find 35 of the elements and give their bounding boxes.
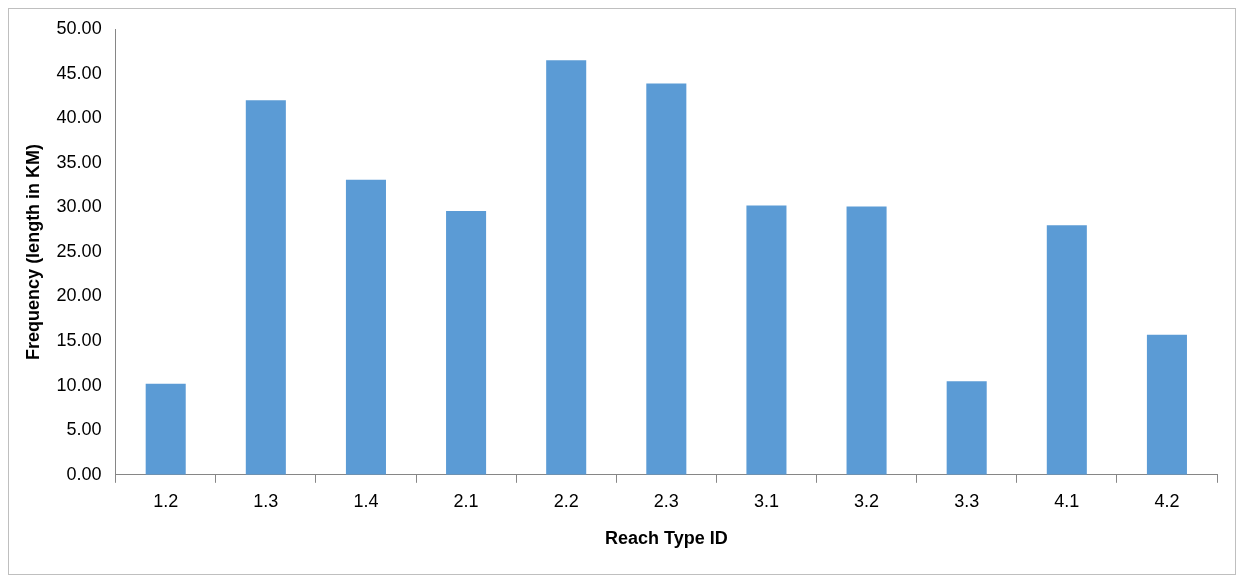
bar (245, 100, 286, 475)
bar (1046, 225, 1087, 475)
bar (345, 179, 386, 475)
x-tick-label: 2.3 (653, 490, 679, 511)
bar (145, 383, 186, 475)
bar (1146, 334, 1187, 475)
x-tick-label: 3.3 (954, 490, 980, 511)
x-tick-label: 4.1 (1054, 490, 1080, 511)
y-tick-label: 30.00 (56, 196, 102, 217)
y-tick-label: 20.00 (56, 285, 102, 306)
x-tick-label: 3.1 (753, 490, 779, 511)
y-tick-label: 40.00 (56, 107, 102, 128)
y-tick-label: 5.00 (66, 419, 102, 440)
x-tick-label: 4.2 (1154, 490, 1180, 511)
y-tick-label: 45.00 (56, 62, 102, 83)
x-tick-label: 1.2 (153, 490, 179, 511)
y-tick-label: 25.00 (56, 240, 102, 261)
bar (546, 60, 587, 475)
y-tick-label: 15.00 (56, 330, 102, 351)
x-axis-title: Reach Type ID (604, 528, 728, 549)
bar (446, 210, 487, 475)
x-tick-label: 2.2 (553, 490, 579, 511)
x-tick-label: 1.4 (353, 490, 379, 511)
bar (846, 206, 887, 475)
x-tick-label: 3.2 (854, 490, 880, 511)
x-tick-label: 1.3 (253, 490, 279, 511)
y-tick-label: 10.00 (56, 374, 102, 395)
bar (946, 381, 987, 475)
x-tick-label: 2.1 (453, 490, 479, 511)
y-axis-title: Frequency (length in KM) (22, 143, 43, 360)
bar (646, 83, 687, 475)
y-tick-label: 0.00 (66, 463, 102, 484)
bar (746, 205, 787, 475)
y-tick-label: 35.00 (56, 151, 102, 172)
y-tick-label: 50.00 (56, 17, 102, 38)
